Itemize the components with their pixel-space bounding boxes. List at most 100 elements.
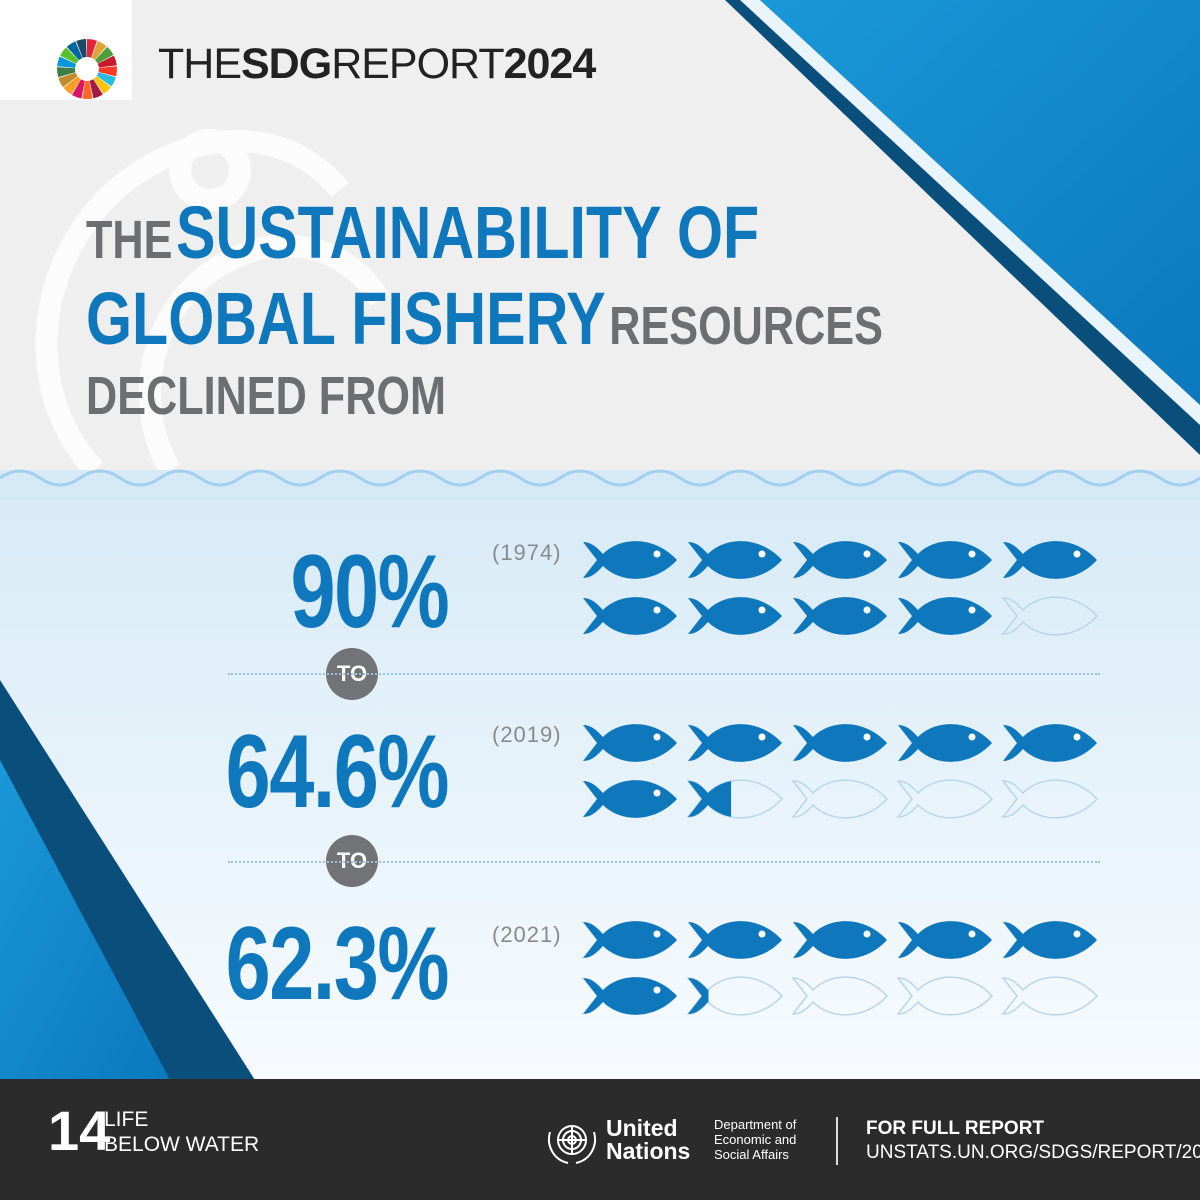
fish-fill — [793, 597, 887, 635]
sdg-wheel-segment — [58, 72, 78, 88]
fish-fill — [898, 597, 992, 635]
fish-icon — [583, 977, 677, 1015]
fish-eye — [968, 930, 976, 938]
sdg-wheel-segment — [63, 76, 81, 95]
fish-fill — [583, 977, 677, 1015]
fish-icon — [1001, 976, 1099, 1016]
fish-eye — [863, 606, 871, 614]
fish-fill — [1003, 921, 1097, 959]
fish-eye — [758, 930, 766, 938]
year-label-2021: (2021) — [492, 922, 562, 947]
sdg-wheel-segment — [60, 47, 79, 64]
fish-icon — [898, 921, 992, 959]
fish-outline — [791, 779, 889, 819]
fish-icon — [688, 724, 782, 762]
fish-fill — [1003, 541, 1097, 579]
percent-label-2021: 62.3% — [225, 906, 450, 1022]
fish-eye — [863, 733, 871, 741]
fish-icon — [793, 541, 887, 579]
fish-icon — [686, 779, 784, 819]
fish-fill — [583, 921, 677, 959]
fish-eye — [653, 789, 661, 797]
fish-outline — [1001, 596, 1099, 636]
fish-fill — [583, 724, 677, 762]
sdg-wheel-segment — [57, 67, 76, 78]
fish-fill — [583, 541, 677, 579]
year-label-1974: (1974) — [492, 540, 562, 565]
fish-eye — [758, 550, 766, 558]
fish-eye — [653, 606, 661, 614]
fish-icon — [1003, 724, 1097, 762]
sdg-wheel-logo — [57, 39, 117, 99]
sdg-wheel-segment — [57, 56, 77, 68]
sdg-wheel-segment — [71, 79, 85, 99]
fish-icon — [1001, 596, 1099, 636]
fish-icon — [896, 976, 994, 1016]
fish-icon — [686, 976, 784, 1016]
sdg-wheel-segment — [96, 72, 116, 87]
water-surface — [0, 471, 1200, 500]
fish-icon — [791, 779, 889, 819]
sdg-wheel-segment — [87, 39, 97, 58]
headline-the: THE — [86, 210, 173, 270]
fish-icon — [791, 976, 889, 1016]
sdg-wheel-segment — [91, 41, 107, 60]
percent-label-1974: 90% — [290, 534, 449, 650]
report-link[interactable]: FOR FULL REPORT UNSTATS.UN.ORG/SDGS/REPO… — [866, 1118, 1200, 1163]
fish-fill — [898, 541, 992, 579]
footer-separator — [836, 1117, 838, 1165]
fish-eye — [653, 733, 661, 741]
wave-splash-decoration — [35, 129, 390, 478]
fish-icon — [793, 724, 887, 762]
fish-icon — [583, 780, 677, 818]
fish-icon — [688, 541, 782, 579]
fish-fill — [898, 921, 992, 959]
footer-bar — [0, 1079, 1200, 1200]
fish-eye — [968, 733, 976, 741]
sdg-wheel-segment — [76, 39, 87, 58]
fish-icon — [793, 921, 887, 959]
fish-icon — [583, 724, 677, 762]
un-emblem-icon — [548, 1125, 596, 1164]
fish-fill — [688, 597, 782, 635]
fish-eye — [758, 606, 766, 614]
headline-sustainability: SUSTAINABILITY OF — [175, 191, 760, 274]
sdg-wheel-segment — [98, 66, 117, 77]
fish-fill — [793, 541, 887, 579]
fish-eye — [653, 550, 661, 558]
fish-icon — [583, 541, 677, 579]
fish-pictograph — [583, 541, 1099, 1016]
fish-icon — [688, 921, 782, 959]
fish-icon — [1003, 541, 1097, 579]
fish-icon — [688, 597, 782, 635]
fish-eye — [1073, 550, 1081, 558]
fish-eye — [653, 986, 661, 994]
desa-label: Department of Economic and Social Affair… — [714, 1117, 797, 1162]
fish-outline — [1001, 779, 1099, 819]
sdg-wheel-segment — [89, 79, 103, 99]
headline-line-2: GLOBAL FISHERY RESOURCES — [86, 276, 883, 361]
fish-fill — [688, 978, 709, 1014]
fish-fill — [793, 724, 887, 762]
fish-eye — [1073, 930, 1081, 938]
fish-eye — [1073, 733, 1081, 741]
year-label-2019: (2019) — [492, 722, 562, 747]
fish-fill — [688, 921, 782, 959]
sdg-wheel-segment — [93, 76, 111, 95]
fish-icon — [583, 921, 677, 959]
sdg-wheel-segment — [82, 80, 93, 99]
fish-icon — [1001, 779, 1099, 819]
fish-fill — [688, 541, 782, 579]
fish-fill — [1003, 724, 1097, 762]
fish-icon — [898, 724, 992, 762]
fish-outline — [896, 976, 994, 1016]
fish-eye — [758, 733, 766, 741]
fish-fill — [688, 781, 732, 817]
sdg-wheel-segment — [97, 55, 117, 68]
fish-icon — [793, 597, 887, 635]
row-divider-2 — [228, 861, 1100, 863]
fish-fill — [793, 921, 887, 959]
fish-eye — [968, 550, 976, 558]
fish-eye — [863, 930, 871, 938]
